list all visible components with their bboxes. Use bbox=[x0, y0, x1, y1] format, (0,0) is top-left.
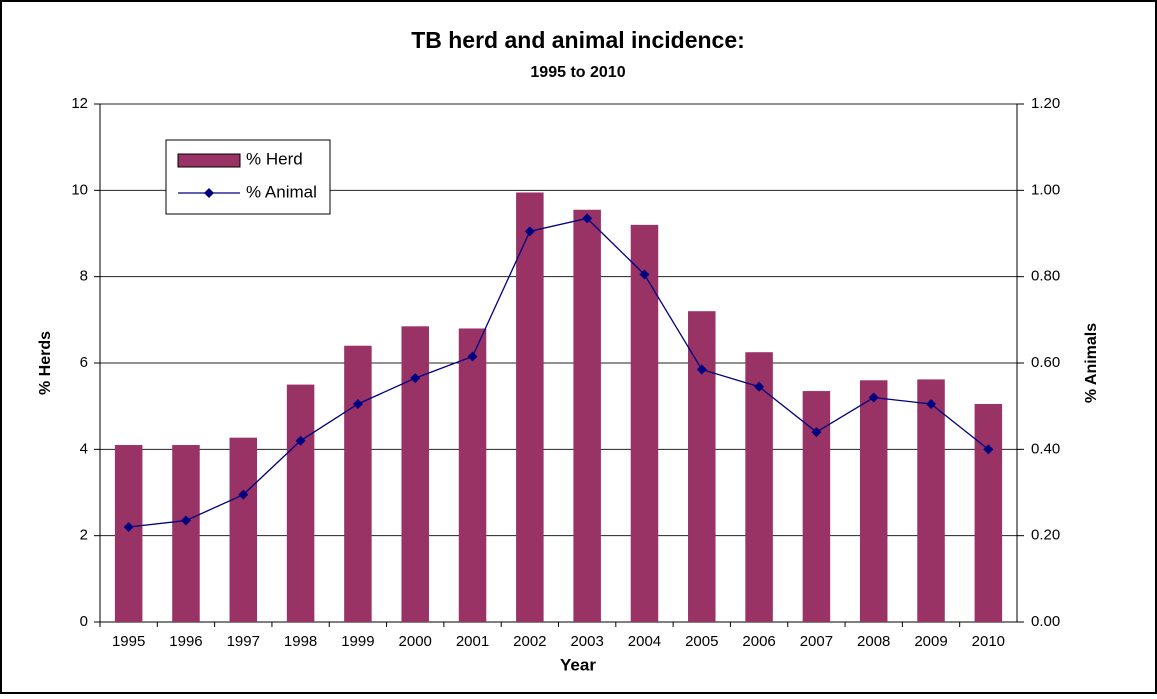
y2-tick-label: 0.40 bbox=[1031, 440, 1060, 457]
marker bbox=[123, 522, 134, 533]
marker bbox=[983, 444, 994, 455]
bar bbox=[630, 224, 659, 622]
y-axis-label: % Herds bbox=[37, 331, 54, 395]
marker bbox=[582, 213, 593, 224]
marker bbox=[696, 364, 707, 375]
line bbox=[128, 217, 989, 528]
y-tick-label: 2 bbox=[80, 527, 88, 544]
bar bbox=[974, 404, 1003, 622]
bar bbox=[859, 380, 888, 622]
x-tick-label: 2007 bbox=[800, 633, 833, 650]
legend-label: % Animal bbox=[246, 182, 317, 201]
marker bbox=[868, 392, 879, 403]
legend-box bbox=[165, 139, 331, 215]
bar bbox=[229, 437, 258, 622]
y-tick-label: 8 bbox=[80, 268, 88, 285]
y2-tick-label: 0.60 bbox=[1031, 354, 1060, 371]
y2-tick-label: 1.20 bbox=[1031, 95, 1060, 112]
bar bbox=[114, 445, 143, 622]
legend-marker bbox=[204, 188, 214, 198]
x-tick-label: 2010 bbox=[972, 633, 1005, 650]
y-tick-label: 0 bbox=[80, 613, 88, 630]
y-tick-label: 10 bbox=[71, 181, 88, 198]
legend-swatch bbox=[177, 153, 241, 168]
bar bbox=[917, 379, 945, 622]
x-tick-label: 2003 bbox=[570, 633, 603, 650]
x-tick-label: 2006 bbox=[742, 633, 775, 650]
y-tick-label: 4 bbox=[80, 440, 88, 457]
marker bbox=[754, 381, 765, 392]
y2-axis-label: % Animals bbox=[1083, 323, 1100, 403]
marker bbox=[352, 399, 363, 410]
x-tick-label: 2002 bbox=[513, 633, 546, 650]
x-tick-label: 1995 bbox=[112, 633, 145, 650]
marker bbox=[410, 373, 421, 384]
marker bbox=[524, 226, 535, 237]
bar bbox=[688, 311, 716, 622]
x-tick-label: 1996 bbox=[169, 633, 202, 650]
x-tick-label: 1999 bbox=[341, 633, 374, 650]
marker bbox=[811, 427, 822, 438]
y-tick-label: 6 bbox=[80, 354, 88, 371]
x-tick-label: 2001 bbox=[456, 633, 489, 650]
y2-tick-label: 1.00 bbox=[1031, 181, 1060, 198]
x-tick-label: 1998 bbox=[284, 633, 317, 650]
marker bbox=[639, 269, 650, 280]
chart-subtitle: 1995 to 2010 bbox=[530, 64, 625, 81]
bar bbox=[458, 328, 487, 622]
y2-tick-label: 0.20 bbox=[1031, 527, 1060, 544]
chart-title: TB herd and animal incidence: bbox=[411, 27, 745, 53]
marker bbox=[926, 399, 937, 410]
x-tick-label: 2000 bbox=[399, 633, 432, 650]
bar bbox=[516, 192, 544, 622]
bar bbox=[172, 445, 200, 622]
x-tick-label: 2005 bbox=[685, 633, 718, 650]
bar bbox=[286, 384, 315, 622]
y-tick-label: 12 bbox=[71, 95, 88, 112]
marker bbox=[180, 515, 191, 526]
x-tick-label: 2008 bbox=[857, 633, 890, 650]
x-tick-label: 2009 bbox=[914, 633, 947, 650]
bar bbox=[344, 345, 372, 622]
bar bbox=[745, 352, 773, 622]
x-tick-label: 2004 bbox=[628, 633, 661, 650]
bar bbox=[573, 209, 601, 622]
y2-tick-label: 0.00 bbox=[1031, 613, 1060, 630]
bar bbox=[401, 326, 429, 622]
x-axis-label: Year bbox=[560, 655, 596, 674]
x-tick-label: 1997 bbox=[227, 633, 260, 650]
marker bbox=[295, 435, 306, 446]
y2-tick-label: 0.80 bbox=[1031, 268, 1060, 285]
legend-label: % Herd bbox=[246, 149, 303, 168]
marker bbox=[467, 351, 478, 362]
marker bbox=[238, 489, 249, 500]
